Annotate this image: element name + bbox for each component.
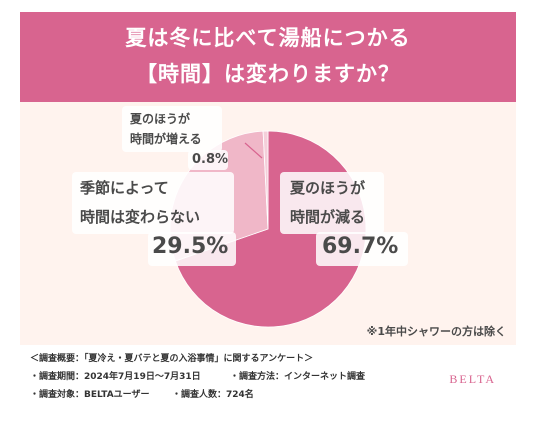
label-same-line1: 季節によって [80,179,169,197]
survey-target: ・調査対象：BELTAユーザー [30,390,150,400]
survey-method: ・調査方法：インターネット調査 [230,372,366,382]
label-decrease-line2: 時間が減る [290,208,366,226]
label-decrease-line1: 夏のほうが [290,179,366,197]
label-same-line2: 時間は変わらない [80,208,201,226]
survey-summary: ＜調査概要：「夏冷え・夏バテと夏の入浴事情」に関するアンケート＞ ・調査期間：2… [20,345,516,416]
title-line-1: 夏は冬に比べて湯船につかる [125,26,411,50]
label-increase-line2: 時間が増える [130,132,202,146]
label-box-same [72,172,234,234]
footnote: ※1年中シャワーの方は除く [366,325,506,338]
survey-count: ・調査人数：724名 [172,390,254,400]
value-label-decrease: 69.7% [322,234,399,259]
survey-heading: ＜調査概要：「夏冷え・夏バテと夏の入浴事情」に関するアンケート＞ [30,354,314,364]
brand-logo: BELTA [449,372,496,386]
value-label-same: 29.5% [152,234,229,259]
value-box-decrease [316,232,408,266]
title-line-2: 【時間】は変わりますか？ [136,62,400,86]
leader-line [244,142,263,159]
survey-period: ・調査期間：2024年7月19日〜7月31日 [30,372,201,382]
label-box-decrease [280,172,384,234]
value-box-same [148,232,236,266]
label-box-increase [122,106,222,152]
value-label-increase: 0.8% [192,152,229,167]
title-banner [20,12,516,102]
pie-slice-increase [262,130,269,230]
value-box-increase [188,150,228,170]
label-increase-line1: 夏のほうが [130,112,191,126]
